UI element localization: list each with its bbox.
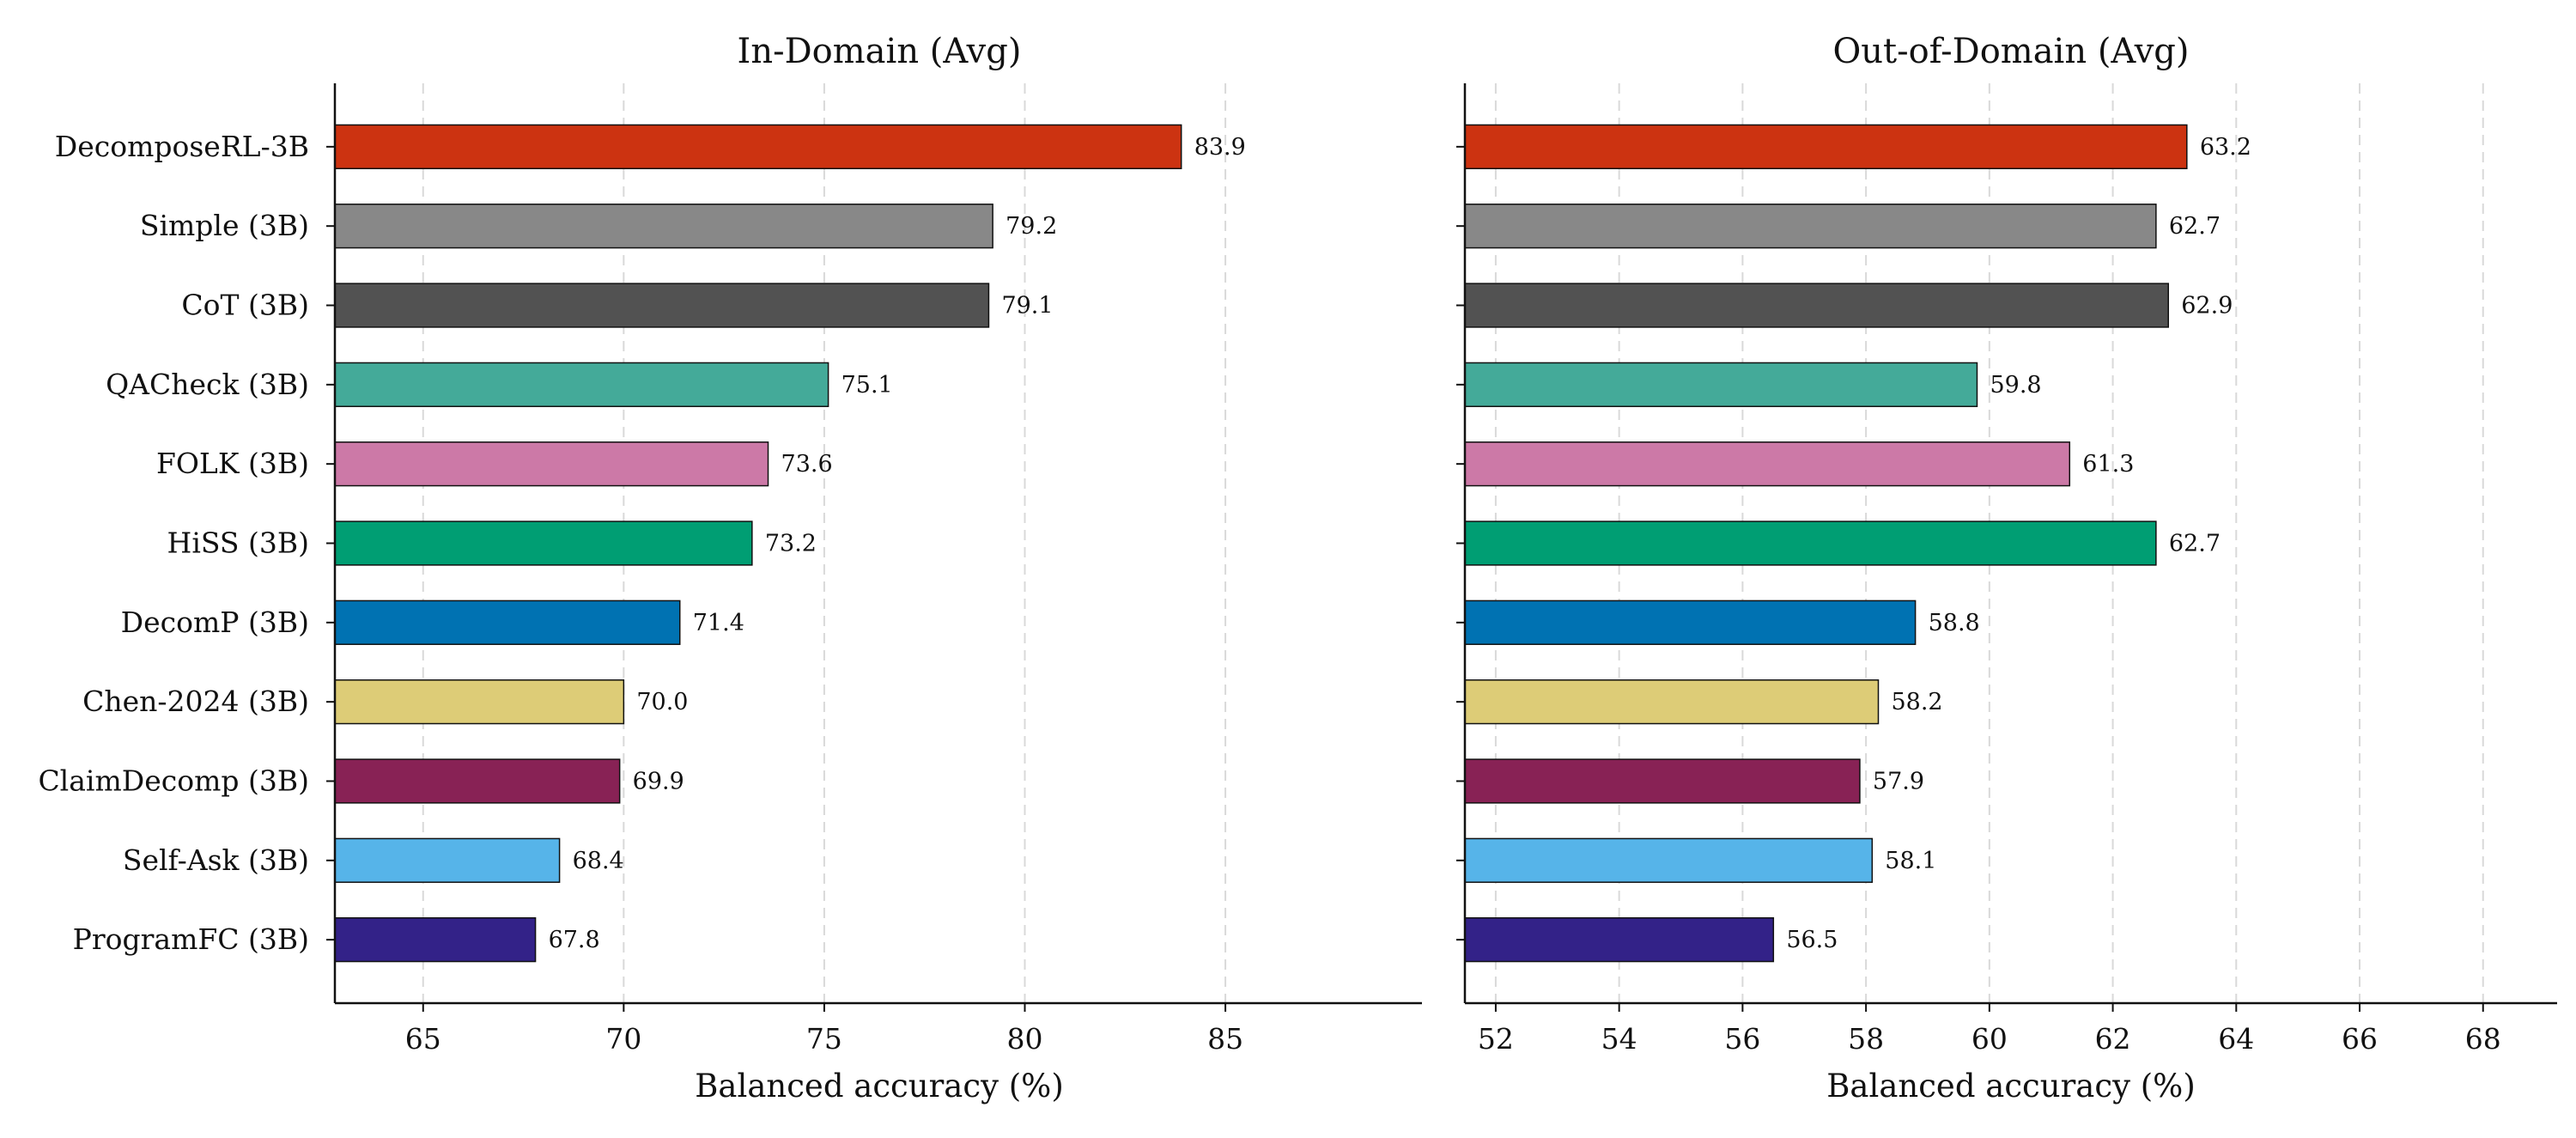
in-domain-panel: In-Domain (Avg) Balanced accuracy (%) 83…: [38, 32, 1422, 1105]
data-label: 56.5: [1786, 927, 1838, 953]
x-tick-label: 85: [1207, 1022, 1243, 1056]
bar: [1464, 124, 2188, 170]
x-tick-label: 68: [2465, 1022, 2501, 1056]
bar: [334, 758, 621, 804]
category-label: FOLK (3B): [156, 447, 309, 480]
data-label: 62.7: [2169, 213, 2221, 240]
data-label: 61.3: [2082, 451, 2134, 478]
data-label: 59.8: [1990, 372, 2041, 399]
data-label: 62.7: [2169, 531, 2221, 557]
data-label: 68.4: [573, 848, 624, 874]
data-label: 71.4: [693, 610, 744, 636]
out-of-domain-title: Out-of-Domain (Avg): [1833, 32, 2190, 71]
bar: [1464, 916, 1775, 963]
data-label: 79.1: [1001, 293, 1053, 319]
bar: [1464, 204, 2157, 249]
data-label: 58.8: [1929, 610, 1980, 636]
data-label: 58.2: [1891, 689, 1942, 715]
category-label: CoT (3B): [181, 289, 309, 322]
in-domain-title: In-Domain (Avg): [738, 32, 1022, 71]
x-tick-label: 65: [405, 1022, 441, 1056]
data-label: 62.9: [2181, 293, 2233, 319]
bar: [1464, 599, 1917, 645]
bar: [1464, 679, 1880, 725]
data-label: 73.6: [781, 451, 833, 478]
x-tick-label: 66: [2342, 1022, 2378, 1056]
category-label: DecomP (3B): [121, 606, 309, 639]
category-label: ProgramFC (3B): [73, 922, 309, 956]
data-label: 63.2: [2200, 134, 2251, 161]
category-label: Simple (3B): [140, 209, 309, 242]
bar: [334, 837, 561, 883]
bar: [334, 520, 753, 566]
data-label: 69.9: [633, 768, 684, 794]
category-label: ClaimDecomp (3B): [38, 764, 309, 797]
bar: [334, 916, 537, 963]
bar: [1464, 441, 2071, 487]
bar: [1464, 758, 1861, 804]
bar: [334, 204, 993, 249]
data-label: 58.1: [1885, 848, 1936, 874]
bar: [334, 679, 625, 725]
x-tick-label: 58: [1848, 1022, 1884, 1056]
bar: [334, 124, 1182, 170]
data-label: 57.9: [1873, 768, 1924, 794]
x-tick-label: 75: [806, 1022, 842, 1056]
bar: [334, 599, 681, 645]
data-label: 75.1: [841, 372, 893, 399]
out-of-domain-panel: Out-of-Domain (Avg) Balanced accuracy (%…: [1456, 32, 2557, 1105]
bar: [334, 362, 829, 407]
x-tick-label: 60: [1971, 1022, 2008, 1056]
bar: [1464, 283, 2170, 328]
category-label: DecomposeRL-3B: [55, 130, 309, 163]
category-label: Chen-2024 (3B): [82, 685, 309, 718]
out-of-domain-xlabel: Balanced accuracy (%): [1826, 1068, 2196, 1105]
x-tick-label: 62: [2095, 1022, 2131, 1056]
x-tick-label: 64: [2218, 1022, 2254, 1056]
data-label: 79.2: [1005, 213, 1057, 240]
category-label: HiSS (3B): [167, 526, 309, 560]
bar: [334, 441, 769, 487]
bar: [1464, 837, 1874, 883]
bar: [1464, 362, 1978, 407]
data-label: 73.2: [765, 531, 817, 557]
bar: [334, 283, 990, 328]
x-tick-label: 80: [1007, 1022, 1043, 1056]
data-label: 70.0: [636, 689, 688, 715]
x-tick-label: 54: [1601, 1022, 1637, 1056]
x-tick-label: 70: [605, 1022, 641, 1056]
category-label: QACheck (3B): [106, 368, 309, 401]
data-label: 67.8: [549, 927, 600, 953]
in-domain-xlabel: Balanced accuracy (%): [695, 1068, 1064, 1105]
category-label: Self-Ask (3B): [123, 843, 309, 877]
x-tick-label: 52: [1478, 1022, 1514, 1056]
x-tick-label: 56: [1724, 1022, 1760, 1056]
data-label: 83.9: [1194, 134, 1246, 161]
bar: [1464, 520, 2157, 566]
